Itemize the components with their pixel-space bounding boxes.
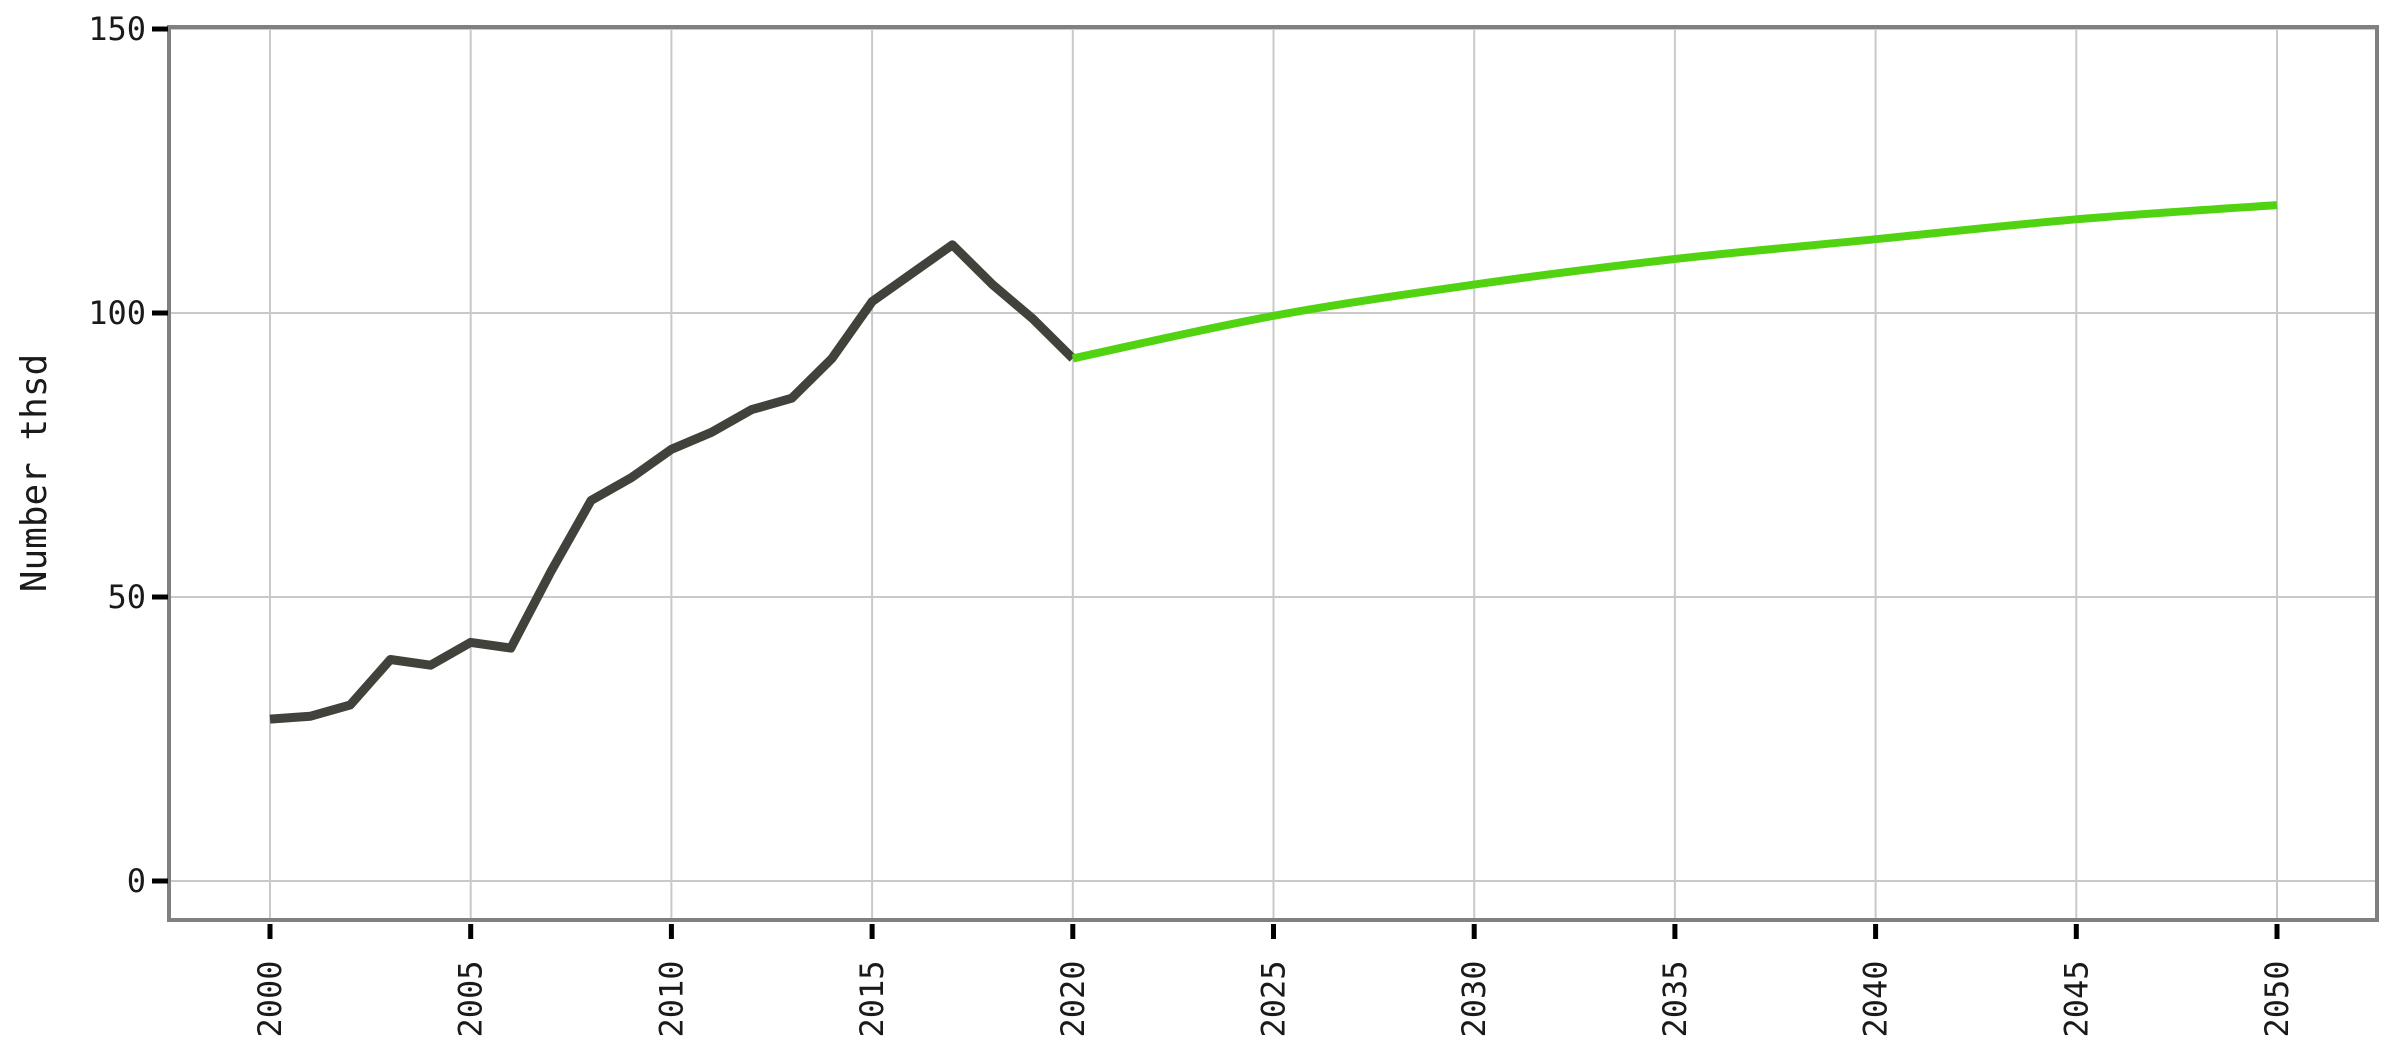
x-tick-label: 2020 [1054,960,1092,1037]
x-tick-label: 2005 [452,960,490,1037]
x-tick-label: 2045 [2057,960,2095,1037]
tick-labels: 0 50 100 150 2000 2005 2010 2015 2020 2025 2030 203… [88,10,2296,1038]
x-tick-label: 2030 [1455,960,1493,1037]
x-tick-label: 2000 [251,960,289,1037]
x-tick-label: 2035 [1656,960,1694,1037]
series-lines [269,201,2278,724]
x-tick-label: 2025 [1255,960,1293,1037]
y-tick-label: 100 [88,294,146,332]
y-tick-label: 50 [107,578,146,616]
gridlines [169,27,2377,920]
tick-marks [152,26,2280,939]
x-tick-label: 2050 [2258,960,2296,1037]
x-tick-label: 2015 [853,960,891,1037]
plot-border [167,25,2379,922]
x-tick-label: 2010 [652,960,690,1037]
projection-series-line [1071,201,2278,363]
x-tick-label: 2040 [1857,960,1895,1037]
historical-series-line [269,240,1076,724]
y-tick-label: 150 [88,10,146,48]
y-tick-label: 0 [127,862,146,900]
y-axis-title: Number thsd [14,354,55,592]
